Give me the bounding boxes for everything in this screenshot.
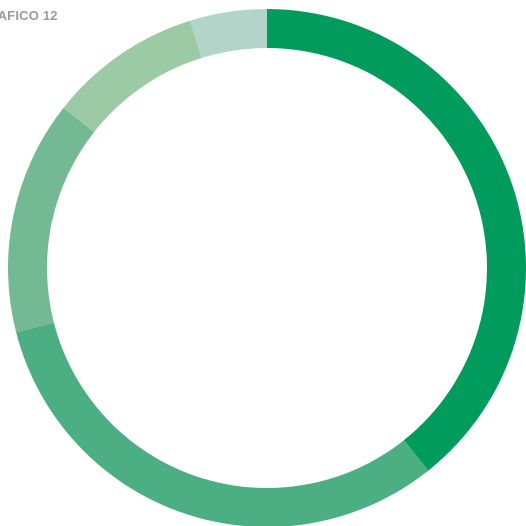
- donut-slice-1: [267, 9, 526, 471]
- donut-slice-3: [7, 107, 95, 333]
- donut-slice-5: [190, 9, 267, 58]
- figure-label: RAFICO 12: [0, 8, 58, 23]
- donut-slice-2: [16, 322, 429, 526]
- donut-slice-4: [63, 20, 202, 133]
